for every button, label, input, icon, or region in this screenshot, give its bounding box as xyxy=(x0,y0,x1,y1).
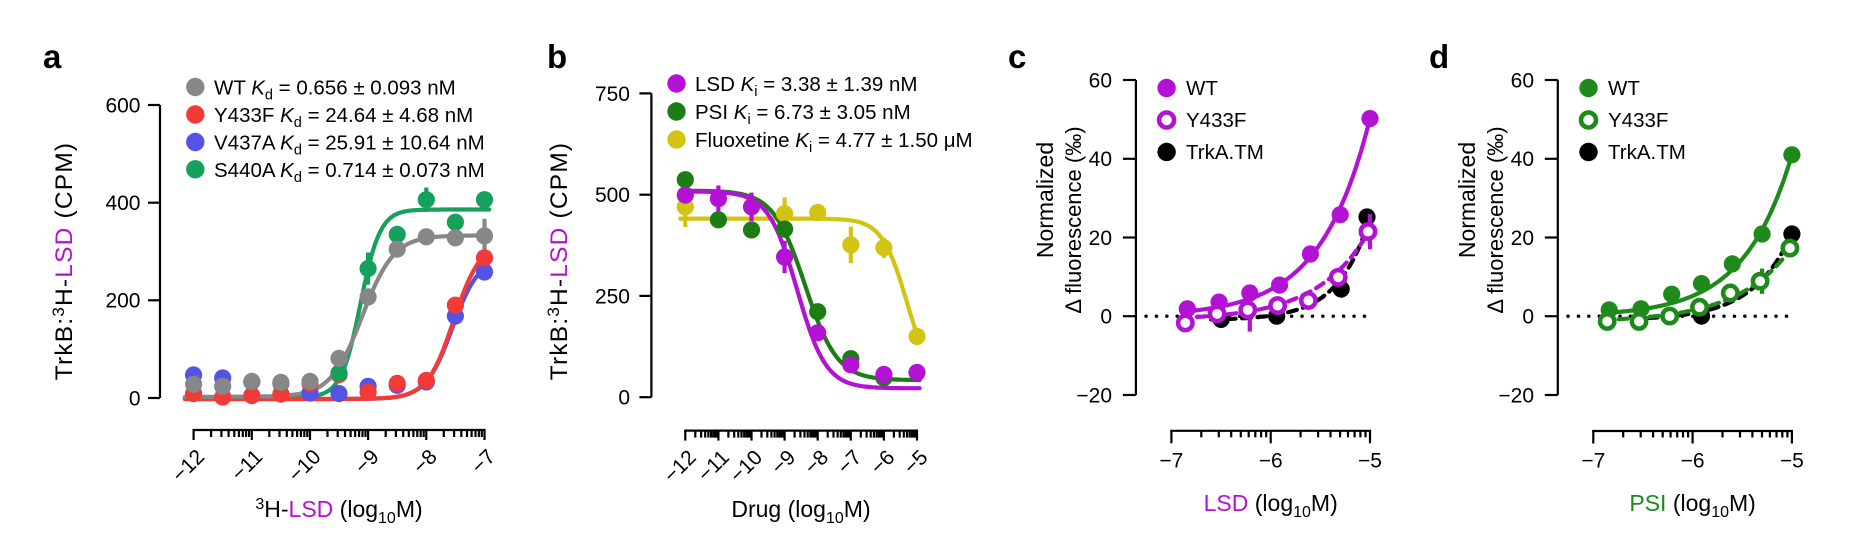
svg-text:LSD Ki = 3.38 ± 1.39 nM: LSD Ki = 3.38 ± 1.39 nM xyxy=(695,73,917,100)
svg-text:−6: −6 xyxy=(1681,450,1705,473)
svg-text:d: d xyxy=(1429,38,1449,75)
svg-text:−7: −7 xyxy=(1581,450,1605,473)
svg-text:a: a xyxy=(43,38,62,75)
svg-text:WT: WT xyxy=(1608,77,1640,100)
svg-text:−20: −20 xyxy=(1498,384,1534,407)
svg-text:PSI (log10M): PSI (log10M) xyxy=(1629,490,1755,521)
svg-text:400: 400 xyxy=(105,192,140,215)
svg-text:3H-LSD (log10M): 3H-LSD (log10M) xyxy=(255,496,422,527)
svg-text:250: 250 xyxy=(595,285,630,308)
svg-text:TrkB:3H-LSD (CPM): TrkB:3H-LSD (CPM) xyxy=(544,142,573,381)
svg-text:−20: −20 xyxy=(1076,384,1112,407)
svg-text:−7: −7 xyxy=(1159,449,1183,472)
svg-text:−6: −6 xyxy=(1259,449,1283,472)
svg-text:60: 60 xyxy=(1511,69,1534,92)
svg-text:60: 60 xyxy=(1089,69,1112,92)
svg-text:600: 600 xyxy=(105,94,140,117)
svg-text:500: 500 xyxy=(595,184,630,207)
svg-text:Normalized: Normalized xyxy=(1032,142,1058,258)
svg-text:0: 0 xyxy=(129,387,141,410)
svg-text:Fluoxetine Ki = 4.77 ± 1.50 μM: Fluoxetine Ki = 4.77 ± 1.50 μM xyxy=(695,129,973,156)
svg-text:−5: −5 xyxy=(1358,449,1382,472)
svg-text:Y433F Kd = 24.64 ± 4.68 nM: Y433F Kd = 24.64 ± 4.68 nM xyxy=(214,104,473,131)
svg-text:200: 200 xyxy=(105,290,140,313)
svg-text:WT Kd = 0.656 ± 0.093 nM: WT Kd = 0.656 ± 0.093 nM xyxy=(214,77,456,104)
svg-text:0: 0 xyxy=(1100,306,1112,329)
svg-text:Y433F: Y433F xyxy=(1186,109,1246,132)
svg-text:−5: −5 xyxy=(1780,450,1804,473)
svg-text:V437A Kd = 25.91 ± 10.64 nM: V437A Kd = 25.91 ± 10.64 nM xyxy=(214,132,485,159)
svg-text:S440A Kd = 0.714 ± 0.073 nM: S440A Kd = 0.714 ± 0.073 nM xyxy=(214,159,485,186)
svg-text:Drug (log10M): Drug (log10M) xyxy=(731,496,870,527)
svg-text:PSI Ki = 6.73 ± 3.05 nM: PSI Ki = 6.73 ± 3.05 nM xyxy=(695,101,911,128)
svg-text:LSD (log10M): LSD (log10M) xyxy=(1204,490,1338,521)
svg-text:0: 0 xyxy=(618,387,630,410)
svg-text:40: 40 xyxy=(1511,148,1534,171)
svg-text:750: 750 xyxy=(595,83,630,106)
svg-text:TrkA.TM: TrkA.TM xyxy=(1608,141,1686,164)
svg-text:Δ fluorescence (‰): Δ fluorescence (‰) xyxy=(1483,126,1508,313)
svg-text:WT: WT xyxy=(1186,77,1218,100)
svg-text:Y433F: Y433F xyxy=(1608,109,1668,132)
svg-text:TrkA.TM: TrkA.TM xyxy=(1186,141,1264,164)
svg-text:Normalized: Normalized xyxy=(1454,142,1480,258)
svg-text:TrkB:3H-LSD (CPM): TrkB:3H-LSD (CPM) xyxy=(49,142,78,381)
svg-text:Δ fluorescence (‰): Δ fluorescence (‰) xyxy=(1061,126,1086,313)
svg-text:b: b xyxy=(547,38,567,75)
svg-text:20: 20 xyxy=(1511,227,1534,250)
svg-text:20: 20 xyxy=(1089,227,1112,250)
svg-text:c: c xyxy=(1008,38,1026,75)
svg-text:40: 40 xyxy=(1089,148,1112,171)
svg-text:0: 0 xyxy=(1522,306,1534,329)
